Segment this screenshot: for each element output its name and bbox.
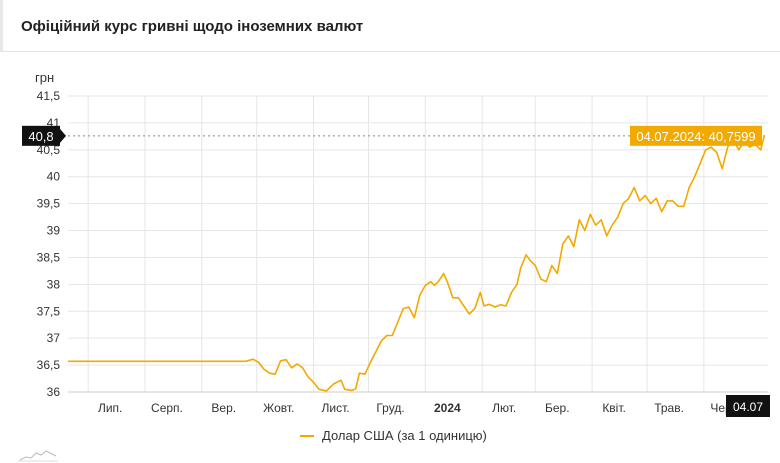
y-tick-label: 37,5 xyxy=(37,304,61,318)
y-tick-label: 38,5 xyxy=(37,250,61,264)
legend-label: Долар США (за 1 одиницю) xyxy=(322,428,487,443)
crosshair-x-label: 04.07 xyxy=(733,400,763,414)
tooltip-box xyxy=(630,125,762,146)
y-tick-label: 38 xyxy=(47,277,61,291)
x-tick-label: Серп. xyxy=(151,401,183,415)
crosshair-y-label: 40,8 xyxy=(28,129,53,144)
y-tick-label: 39 xyxy=(47,224,61,238)
x-tick-label: 2024 xyxy=(434,401,461,415)
y-tick-label: 36,5 xyxy=(37,358,61,372)
series-line xyxy=(68,135,766,392)
crosshair-x-label-box xyxy=(726,395,770,417)
y-tick-label: 39,5 xyxy=(37,197,61,211)
x-tick-label: Лют. xyxy=(492,401,516,415)
tooltip-text: 04.07.2024: 40,7599 xyxy=(636,129,755,144)
x-tick-label: Вер. xyxy=(211,401,236,415)
y-tick-label: 36 xyxy=(47,385,61,399)
y-axis-unit-label: грн xyxy=(35,70,55,85)
x-tick-label: Лист. xyxy=(322,401,350,415)
y-tick-label: 40,5 xyxy=(37,143,61,157)
x-tick-label: Жовт. xyxy=(263,401,294,415)
legend-swatch xyxy=(300,434,314,437)
x-tick-label: Лип. xyxy=(98,401,122,415)
chart-legend[interactable]: Долар США (за 1 одиницю) xyxy=(300,428,487,443)
x-tick-label: Квіт. xyxy=(602,401,626,415)
x-tick-label: Груд. xyxy=(376,401,404,415)
x-tick-label: Трав. xyxy=(654,401,684,415)
crosshair-y-label-box xyxy=(22,125,60,146)
x-tick-label: Бер. xyxy=(545,401,570,415)
navigator-mini-chart-icon[interactable] xyxy=(18,448,58,462)
page-title: Офіційний курс гривні щодо іноземних вал… xyxy=(21,18,364,35)
y-tick-label: 37 xyxy=(47,331,61,345)
page-header: Офіційний курс гривні щодо іноземних вал… xyxy=(0,0,780,52)
y-tick-label: 41,5 xyxy=(37,89,61,103)
crosshair-y-label-arrow xyxy=(60,128,66,143)
y-tick-label: 40 xyxy=(47,170,61,184)
